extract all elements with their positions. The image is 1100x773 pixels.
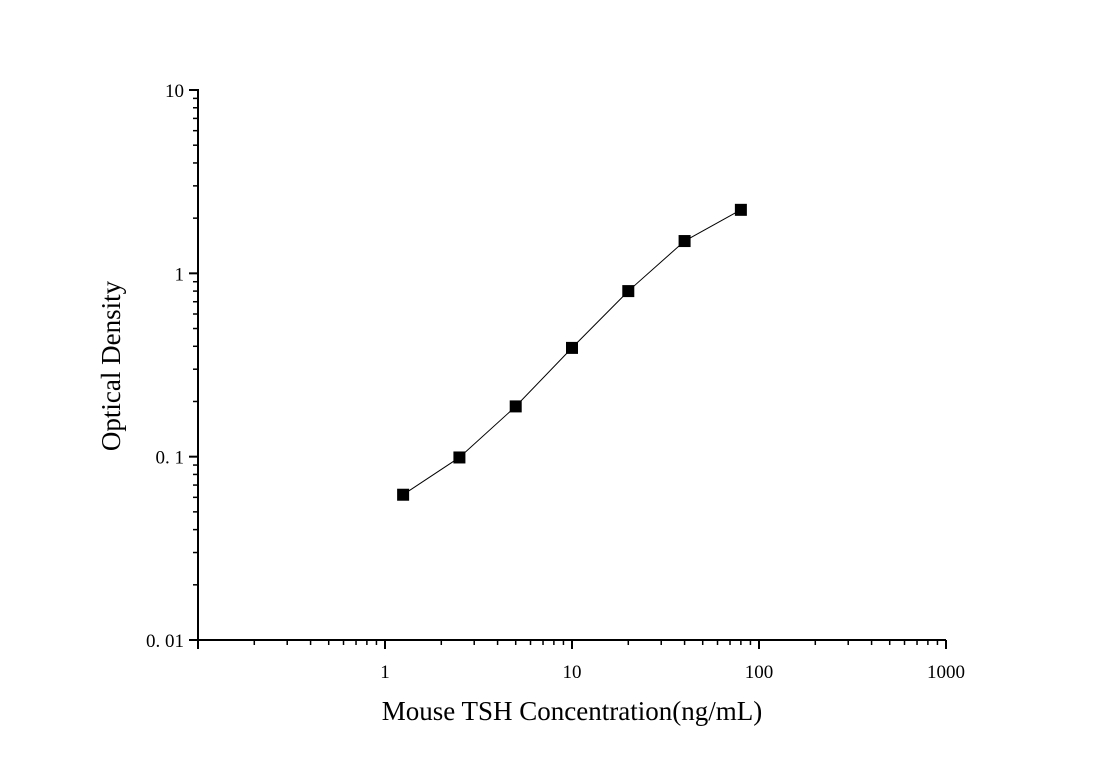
x-tick-label: 10 [563, 662, 582, 683]
data-point-marker [453, 451, 466, 464]
x-axis-title: Mouse TSH Concentration(ng/mL) [382, 696, 762, 726]
data-point-marker [678, 235, 691, 248]
data-series [397, 203, 747, 501]
x-tick-label: 100 [745, 662, 774, 683]
data-point-marker [734, 203, 747, 216]
y-tick-label: 10 [165, 81, 184, 102]
axes [197, 89, 946, 641]
data-point-marker [566, 341, 578, 354]
y-axis-title: Optical Density [96, 280, 126, 451]
data-point-marker [509, 400, 522, 413]
axis-ticks [189, 89, 947, 649]
x-tick-label: 1000 [927, 662, 965, 683]
y-tick-label: 1 [175, 264, 185, 285]
y-tick-label: 0. 01 [146, 631, 184, 652]
y-tick-label: 0. 1 [156, 448, 185, 469]
data-point-marker [397, 488, 410, 501]
x-tick-label: 1 [380, 662, 390, 683]
data-point-marker [622, 285, 635, 298]
axis-tick-labels: 1 10 100 1000 0. 01 0. 1 1 10 [146, 81, 965, 683]
axis-titles: Mouse TSH Concentration(ng/mL) Optical D… [96, 280, 762, 726]
